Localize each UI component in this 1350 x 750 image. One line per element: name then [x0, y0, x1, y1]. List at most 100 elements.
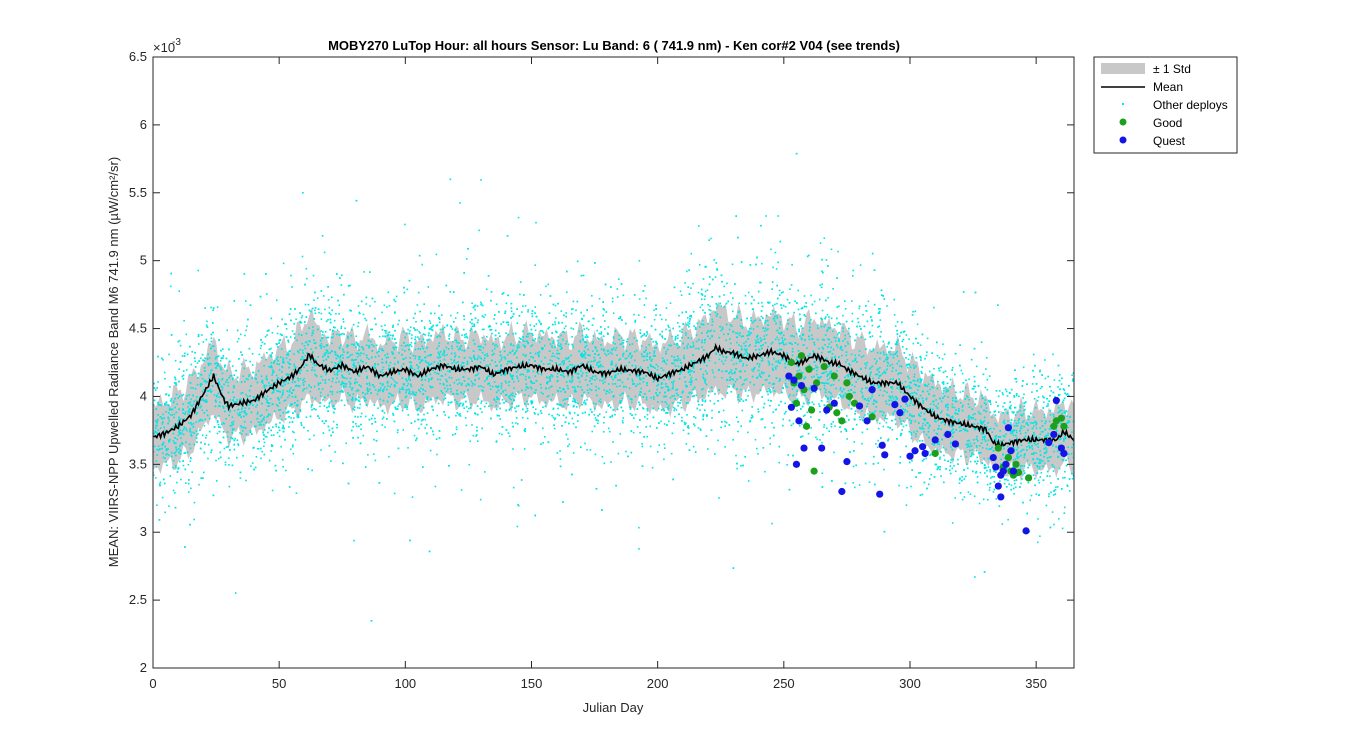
other-deploy-point	[415, 321, 417, 323]
other-deploy-point	[687, 371, 690, 374]
other-deploy-point	[583, 399, 586, 402]
other-deploy-point	[454, 317, 457, 319]
other-deploy-point	[640, 336, 643, 338]
other-deploy-point	[973, 495, 976, 497]
other-deploy-point	[617, 379, 619, 381]
other-deploy-point	[738, 370, 741, 373]
other-deploy-point	[441, 375, 444, 377]
other-deploy-point	[993, 427, 995, 430]
other-deploy-point	[673, 409, 675, 412]
other-deploy-point	[507, 360, 509, 363]
other-deploy-point	[738, 334, 741, 337]
other-deploy-point	[162, 456, 165, 459]
other-deploy-point	[1055, 429, 1058, 431]
other-deploy-point	[788, 395, 790, 398]
other-deploy-point	[689, 374, 691, 376]
other-deploy-point	[698, 225, 700, 227]
other-deploy-point	[392, 378, 394, 381]
other-deploy-point	[726, 370, 728, 372]
other-deploy-point	[471, 325, 474, 328]
other-deploy-point	[445, 346, 448, 349]
other-deploy-point	[354, 381, 356, 384]
other-deploy-point	[304, 380, 306, 383]
other-deploy-point	[1013, 411, 1015, 413]
other-deploy-point	[358, 375, 361, 377]
other-deploy-point	[1064, 435, 1066, 438]
other-deploy-point	[267, 431, 269, 434]
other-deploy-point	[909, 387, 911, 389]
other-deploy-point	[182, 403, 185, 405]
other-deploy-point	[964, 386, 967, 389]
other-deploy-point	[1052, 470, 1055, 472]
other-deploy-point	[1047, 434, 1049, 436]
other-deploy-point	[232, 391, 234, 393]
other-deploy-point	[605, 392, 607, 395]
other-deploy-point	[1012, 434, 1015, 437]
other-deploy-point	[714, 343, 717, 345]
other-deploy-point	[333, 405, 335, 407]
other-deploy-point	[311, 409, 313, 411]
other-deploy-point	[1029, 421, 1032, 424]
other-deploy-point	[895, 352, 897, 354]
other-deploy-point	[183, 428, 185, 430]
other-deploy-point	[312, 329, 315, 332]
other-deploy-point	[921, 378, 923, 381]
other-deploy-point	[861, 379, 864, 382]
other-deploy-point	[504, 380, 507, 383]
other-deploy-point	[963, 478, 965, 480]
other-deploy-point	[1037, 518, 1039, 520]
other-deploy-point	[245, 479, 247, 482]
other-deploy-point	[396, 431, 399, 434]
other-deploy-point	[844, 308, 847, 310]
other-deploy-point	[1020, 482, 1022, 485]
other-deploy-point	[898, 360, 900, 362]
other-deploy-point	[484, 471, 486, 473]
other-deploy-point	[190, 398, 192, 401]
other-deploy-point	[336, 377, 338, 380]
other-deploy-point	[266, 395, 269, 398]
other-deploy-point	[715, 262, 717, 264]
other-deploy-point	[349, 386, 351, 388]
other-deploy-point	[231, 365, 234, 367]
other-deploy-point	[450, 388, 452, 390]
other-deploy-point	[215, 396, 218, 398]
other-deploy-point	[625, 364, 628, 367]
other-deploy-point	[238, 414, 240, 417]
other-deploy-point	[746, 352, 748, 354]
other-deploy-point	[703, 298, 706, 301]
other-deploy-point	[388, 455, 390, 458]
other-deploy-point	[232, 420, 235, 423]
other-deploy-point	[985, 466, 987, 469]
other-deploy-point	[871, 324, 874, 327]
other-deploy-point	[357, 353, 360, 355]
other-deploy-point	[1031, 448, 1034, 450]
other-deploy-point	[842, 340, 844, 342]
other-deploy-point	[351, 353, 353, 356]
other-deploy-point	[385, 330, 387, 332]
other-deploy-point	[237, 337, 240, 340]
other-deploy-point	[877, 308, 880, 310]
other-deploy-point	[480, 179, 482, 181]
other-deploy-point	[608, 427, 610, 430]
other-deploy-point	[863, 416, 865, 419]
other-deploy-point	[1017, 457, 1019, 460]
other-deploy-point	[308, 327, 310, 329]
other-deploy-point	[866, 405, 868, 408]
other-deploy-point	[244, 407, 247, 409]
other-deploy-point	[419, 360, 422, 363]
other-deploy-point	[1039, 433, 1042, 435]
other-deploy-point	[765, 215, 767, 217]
other-deploy-point	[1030, 494, 1033, 497]
other-deploy-point	[460, 489, 463, 491]
other-deploy-point	[477, 357, 479, 360]
other-deploy-point	[906, 367, 909, 369]
other-deploy-point	[243, 420, 246, 423]
other-deploy-point	[964, 429, 966, 432]
other-deploy-point	[731, 263, 734, 266]
other-deploy-point	[641, 407, 644, 409]
other-deploy-point	[929, 403, 932, 405]
other-deploy-point	[203, 380, 206, 383]
other-deploy-point	[866, 428, 869, 430]
other-deploy-point	[1046, 457, 1049, 459]
other-deploy-point	[320, 449, 322, 451]
